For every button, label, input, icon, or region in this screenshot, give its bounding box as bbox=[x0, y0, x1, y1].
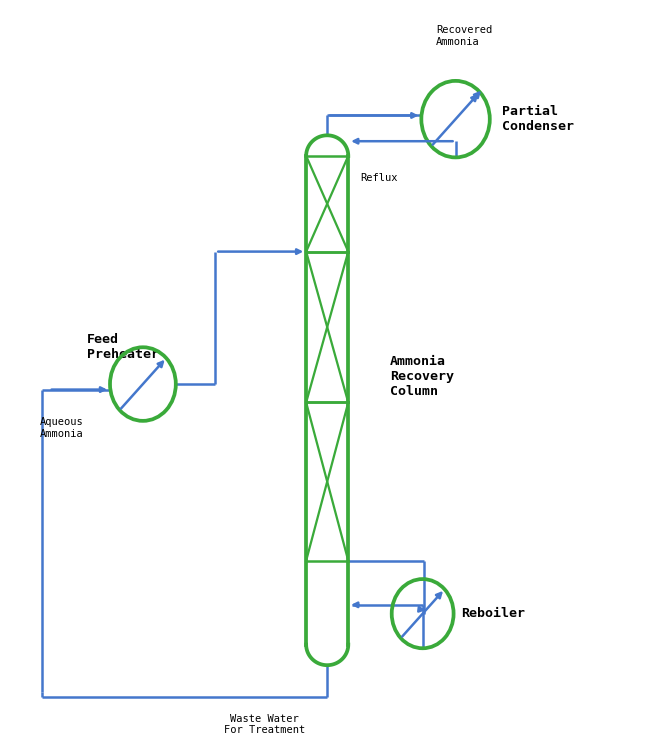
Text: Partial
Condenser: Partial Condenser bbox=[502, 105, 574, 133]
Text: Waste Water
For Treatment: Waste Water For Treatment bbox=[224, 714, 305, 735]
Text: Feed
Preheater: Feed Preheater bbox=[87, 333, 159, 361]
Text: Aqueous
Ammonia: Aqueous Ammonia bbox=[40, 417, 83, 439]
Text: Recovered
Ammonia: Recovered Ammonia bbox=[436, 25, 492, 47]
Text: Reflux: Reflux bbox=[360, 173, 398, 183]
Text: Reboiler: Reboiler bbox=[461, 607, 525, 620]
Text: Ammonia
Recovery
Column: Ammonia Recovery Column bbox=[390, 355, 453, 398]
